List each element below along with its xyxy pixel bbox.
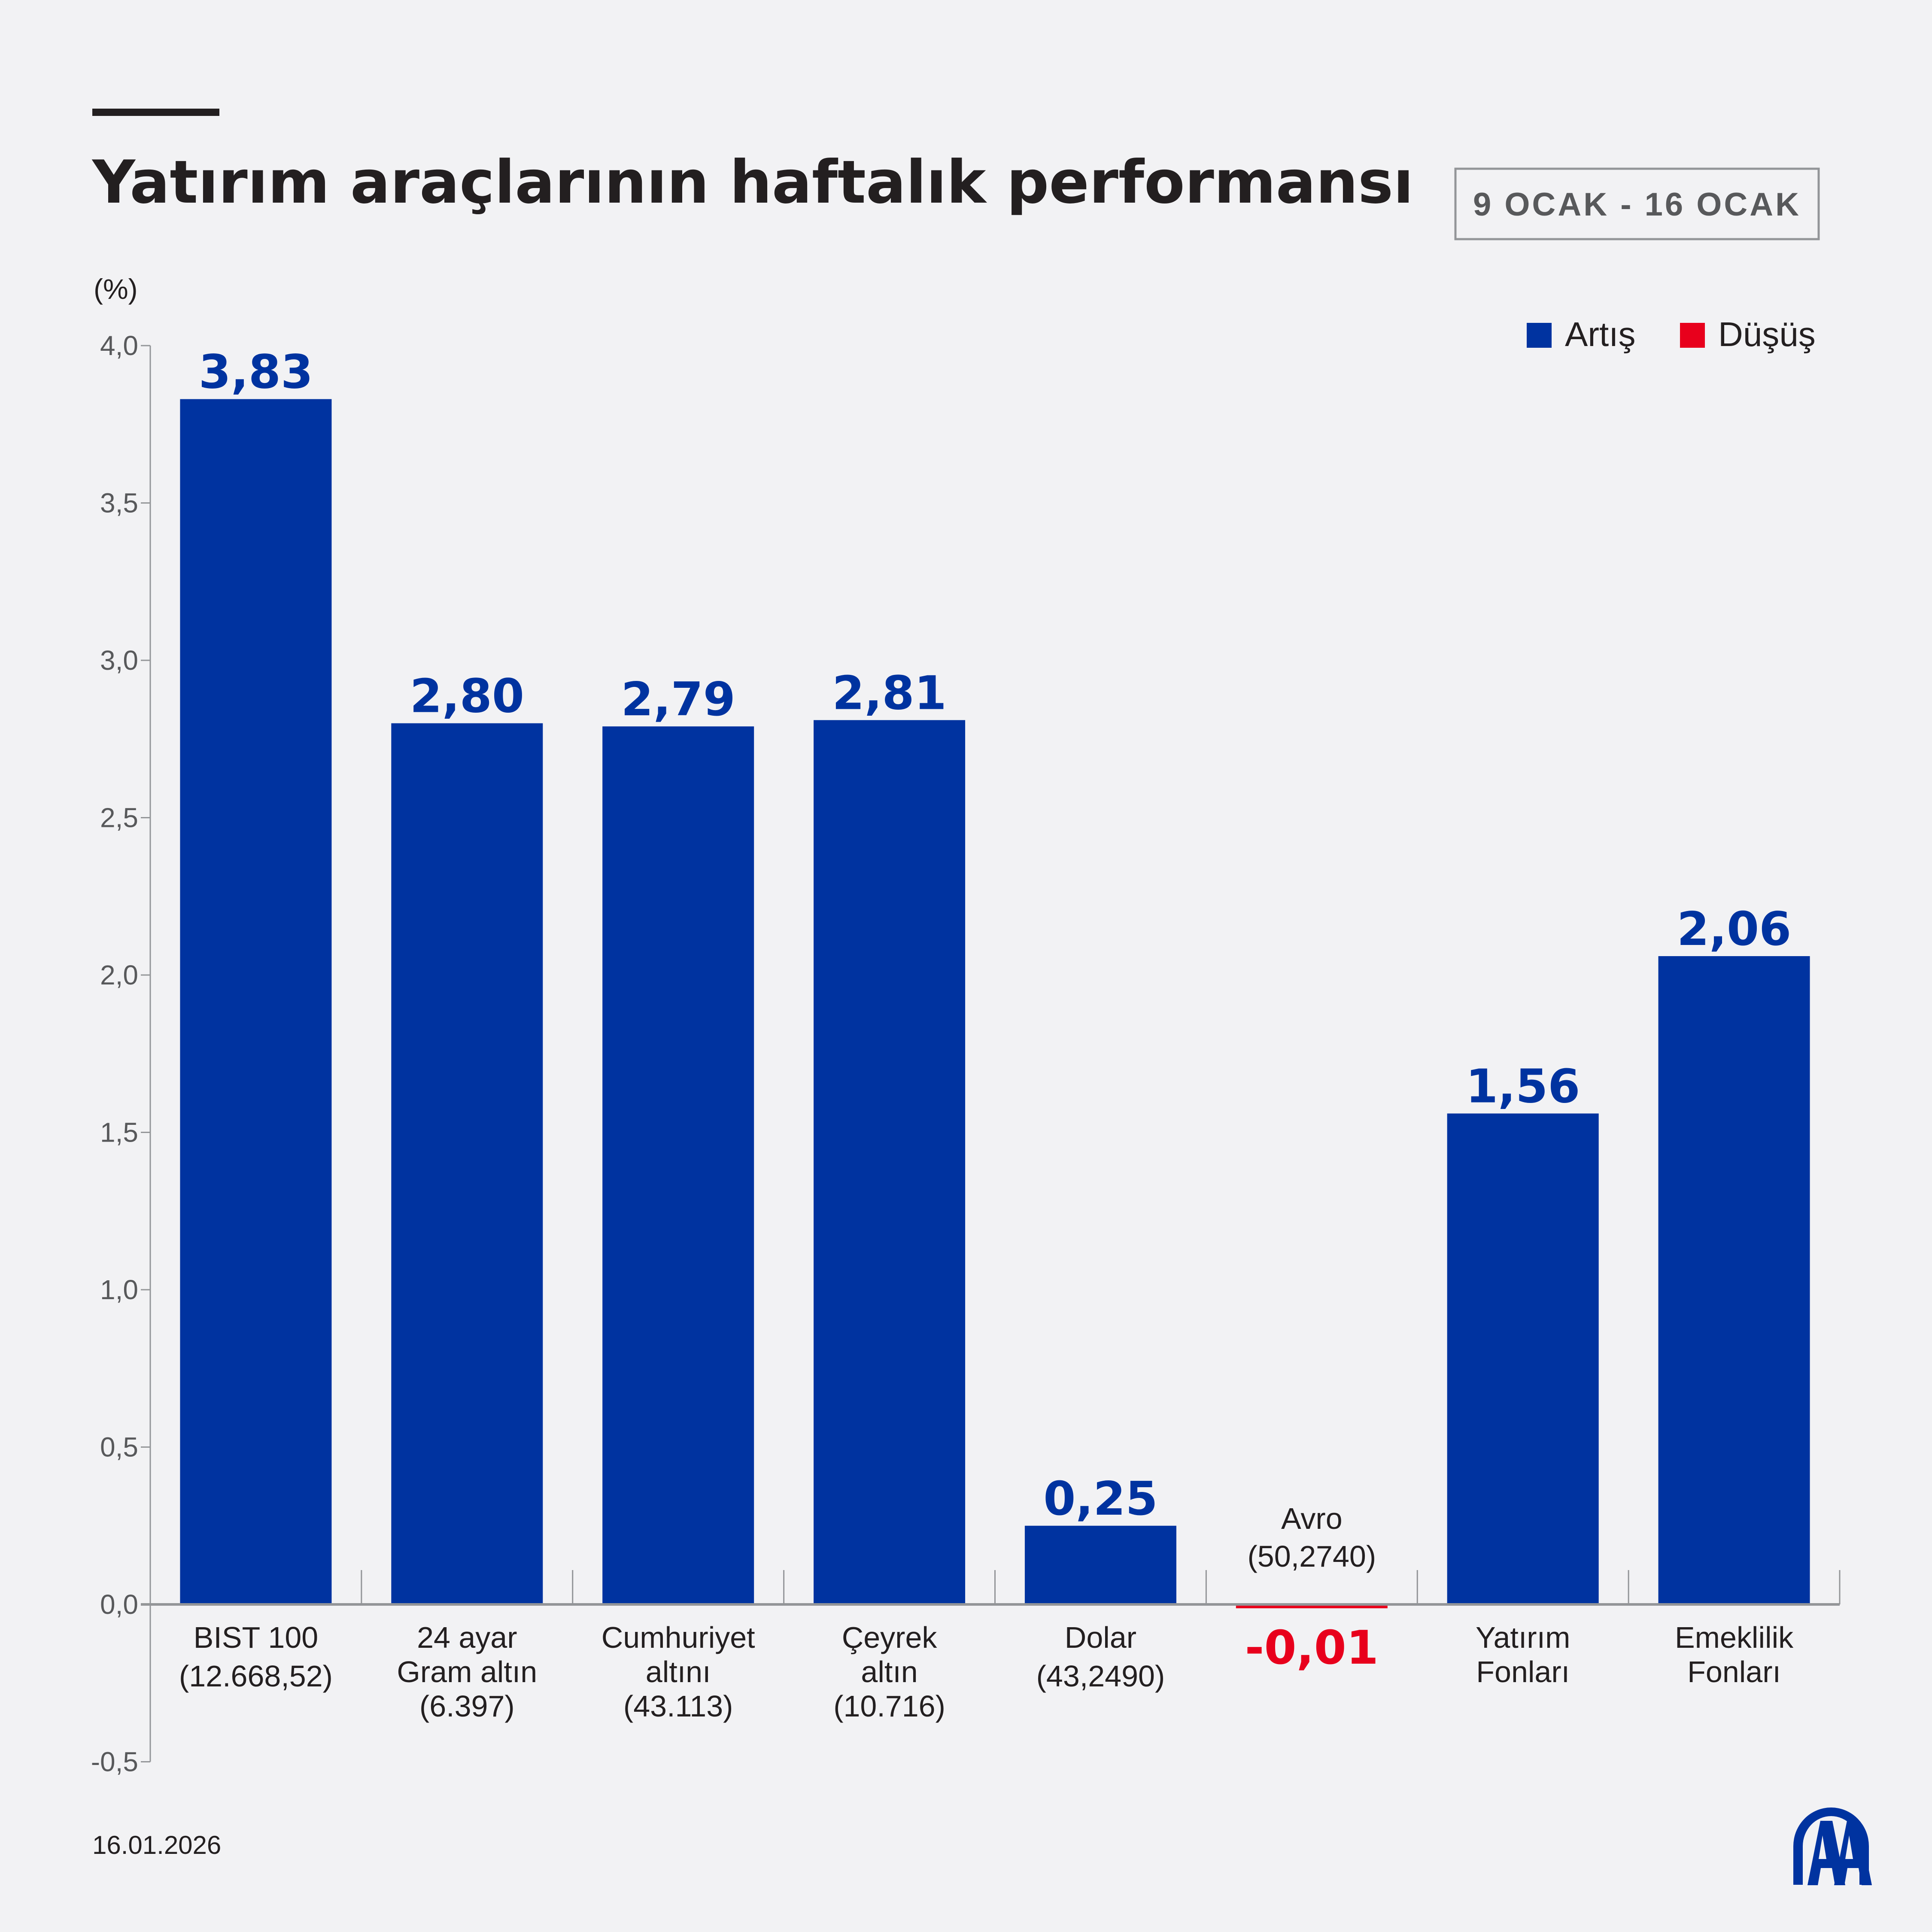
bar bbox=[814, 720, 966, 1604]
category-label: Çeyrek bbox=[842, 1621, 938, 1654]
category-label: Fonları bbox=[1476, 1655, 1570, 1689]
bar bbox=[391, 723, 543, 1604]
aa-logo bbox=[1793, 1807, 1872, 1885]
value-label: 3,83 bbox=[199, 346, 313, 399]
category-label: (12.668,52) bbox=[179, 1659, 333, 1693]
category-label: Fonları bbox=[1687, 1655, 1781, 1689]
bar bbox=[1658, 956, 1810, 1604]
y-tick-label: 3,0 bbox=[100, 645, 138, 676]
date-range-box bbox=[1454, 167, 1820, 240]
y-tick-label: 1,0 bbox=[100, 1274, 138, 1305]
category-label: Emeklilik bbox=[1675, 1621, 1794, 1654]
category-label: Yatırım bbox=[1476, 1621, 1570, 1654]
y-tick-label: 4,0 bbox=[100, 330, 138, 361]
category-label: (43,2490) bbox=[1036, 1659, 1165, 1693]
legend-label-decrease: Düşüş bbox=[1718, 315, 1816, 353]
category-label: Avro bbox=[1281, 1502, 1343, 1535]
category-label: (10.716) bbox=[833, 1689, 945, 1723]
category-label: Gram altın bbox=[397, 1655, 537, 1689]
y-tick-label: 0,5 bbox=[100, 1432, 138, 1463]
category-label: (50,2740) bbox=[1247, 1540, 1376, 1573]
date-range: 9 OCAK - 16 OCAK bbox=[1473, 186, 1801, 223]
y-tick-label: 0,0 bbox=[100, 1589, 138, 1620]
y-tick-label: 3,5 bbox=[100, 488, 138, 519]
category-label: Cumhuriyet bbox=[601, 1621, 755, 1654]
y-tick-label: 2,5 bbox=[100, 802, 138, 833]
bar bbox=[602, 726, 754, 1604]
value-label: -0,01 bbox=[1245, 1621, 1379, 1675]
category-label: 24 ayar bbox=[417, 1621, 517, 1654]
category-label: altın bbox=[861, 1655, 917, 1689]
y-tick-label: 1,5 bbox=[100, 1117, 138, 1148]
bar bbox=[1447, 1113, 1599, 1604]
value-label: 2,79 bbox=[621, 673, 735, 726]
bar bbox=[1236, 1604, 1388, 1608]
title-accent-bar bbox=[92, 109, 219, 116]
legend-swatch-increase bbox=[1527, 323, 1552, 348]
legend: Artış Düşüş bbox=[1527, 315, 1816, 353]
y-tick-label: 2,0 bbox=[100, 960, 138, 990]
value-label: 2,80 bbox=[410, 670, 524, 723]
category-label: BIST 100 bbox=[194, 1621, 319, 1654]
legend-swatch-decrease bbox=[1680, 323, 1705, 348]
value-label: 2,06 bbox=[1677, 902, 1791, 956]
value-label: 0,25 bbox=[1043, 1472, 1157, 1526]
bar bbox=[180, 399, 332, 1605]
bar bbox=[1024, 1525, 1176, 1604]
page-title: Yatırım araçlarının haftalık performansı bbox=[91, 148, 1413, 217]
category-label: (43.113) bbox=[623, 1689, 733, 1723]
category-label: (6.397) bbox=[419, 1689, 515, 1723]
footer-date: 16.01.2026 bbox=[92, 1831, 221, 1859]
value-label: 1,56 bbox=[1466, 1060, 1580, 1114]
legend-label-increase: Artış bbox=[1565, 315, 1635, 353]
y-axis-label: (%) bbox=[94, 273, 138, 305]
y-tick-label: -0,5 bbox=[91, 1747, 138, 1777]
value-label: 2,81 bbox=[832, 666, 946, 720]
category-label: Dolar bbox=[1065, 1621, 1136, 1654]
category-label: altını bbox=[646, 1655, 711, 1689]
